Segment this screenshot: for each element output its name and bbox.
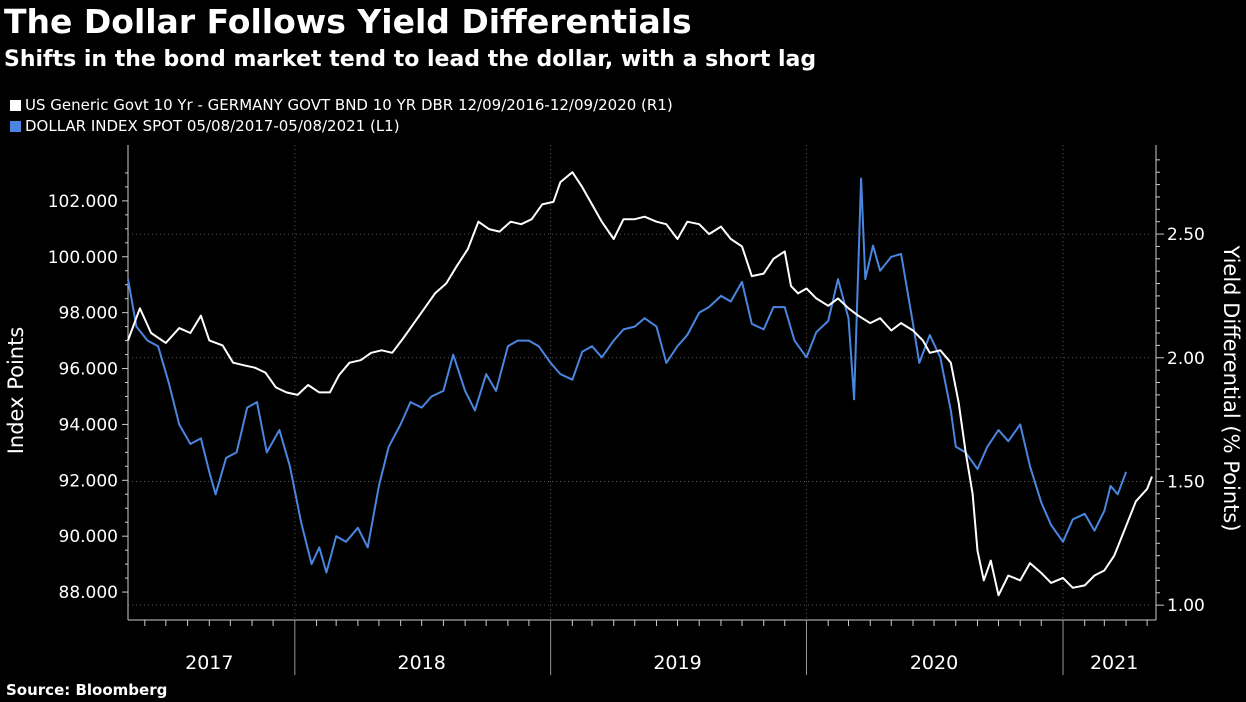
x-tick-label: 2021	[1090, 652, 1138, 674]
legend-label-dollar: DOLLAR INDEX SPOT 05/08/2017-05/08/2021 …	[25, 117, 400, 135]
series-line-yield-differential	[127, 171, 1153, 597]
left-tick-label: 92.000	[59, 471, 118, 491]
legend: US Generic Govt 10 Yr - GERMANY GOVT BND…	[10, 95, 673, 137]
series-line-dollar-index	[127, 177, 1128, 574]
left-tick-label: 90.000	[59, 527, 118, 547]
left-axis-label: Index Points	[4, 327, 28, 455]
series-layer	[127, 171, 1153, 597]
left-tick-label: 88.000	[59, 583, 118, 603]
legend-item-yield: US Generic Govt 10 Yr - GERMANY GOVT BND…	[10, 95, 673, 116]
legend-item-dollar: DOLLAR INDEX SPOT 05/08/2017-05/08/2021 …	[10, 116, 673, 137]
right-axis-label: Yield Differential (% Points)	[1219, 244, 1243, 531]
x-tick-label: 2017	[185, 652, 233, 674]
left-tick-label: 100.000	[48, 248, 118, 268]
right-tick-label: 1.00	[1167, 596, 1205, 616]
grid-layer	[128, 145, 1152, 620]
left-tick-label: 96.000	[59, 360, 118, 380]
left-tick-label: 98.000	[59, 304, 118, 324]
label-layer: 88.000 90.000 92.000 94.000 96.000 98.000 100.…	[4, 192, 1243, 674]
x-tick-label: 2020	[910, 652, 958, 674]
chart-subtitle: Shifts in the bond market tend to lead t…	[4, 47, 817, 72]
legend-swatch-dollar	[10, 121, 21, 132]
source-note: Source: Bloomberg	[6, 681, 168, 699]
left-tick-label: 94.000	[59, 415, 118, 435]
legend-swatch-yield	[10, 100, 21, 111]
legend-label-yield: US Generic Govt 10 Yr - GERMANY GOVT BND…	[25, 96, 673, 114]
chart-title: The Dollar Follows Yield Differentials	[4, 2, 692, 41]
left-tick-label: 102.000	[48, 192, 118, 212]
axis-layer	[122, 145, 1164, 675]
right-tick-label: 1.50	[1167, 472, 1205, 492]
right-tick-label: 2.50	[1167, 225, 1205, 245]
x-tick-label: 2019	[653, 652, 701, 674]
x-tick-label: 2018	[397, 652, 445, 674]
right-tick-label: 2.00	[1167, 349, 1205, 369]
